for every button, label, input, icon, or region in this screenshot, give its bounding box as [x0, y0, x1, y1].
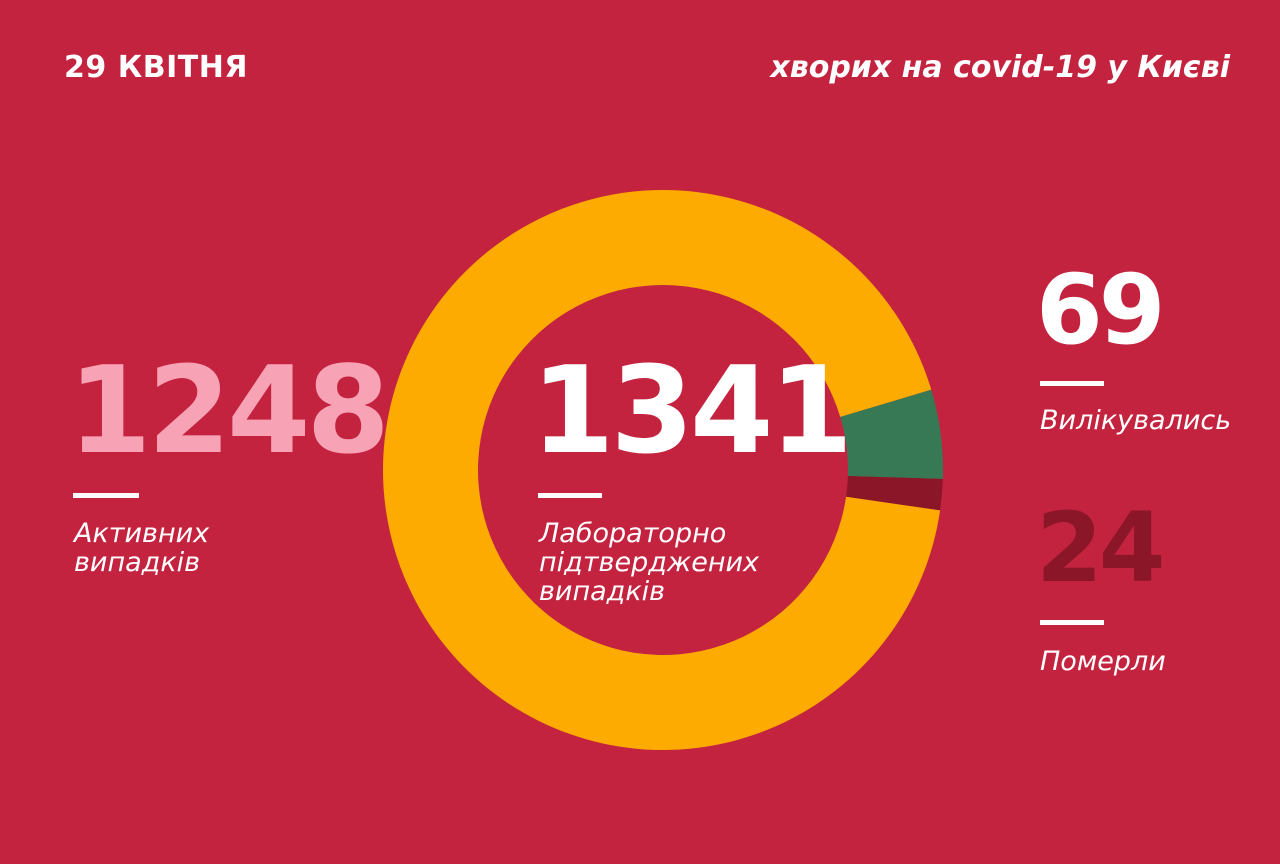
donut-slice-recovered	[840, 389, 944, 480]
confirmed-cases-label-line3: випадків	[539, 576, 666, 607]
confirmed-cases-label-line1: Лабораторно	[539, 518, 727, 549]
active-cases-number: 1248	[68, 342, 390, 481]
cases-donut-chart	[383, 190, 944, 751]
donut-slice-deaths	[846, 475, 943, 511]
active-cases-label: Активних випадків	[74, 519, 209, 577]
deaths-number: 24	[1036, 492, 1166, 604]
recovered-divider	[1040, 381, 1104, 386]
donut-slice-active	[383, 190, 941, 751]
page-title: хворих на covid-19 у Києві	[770, 50, 1230, 85]
deaths-divider	[1040, 620, 1104, 625]
active-cases-divider	[73, 493, 139, 498]
recovered-number: 69	[1036, 254, 1166, 366]
active-cases-label-line1: Активних	[74, 518, 210, 549]
recovered-label: Вилікувались	[1040, 405, 1232, 436]
confirmed-cases-divider	[538, 493, 602, 498]
confirmed-cases-number: 1341	[531, 342, 853, 481]
deaths-label: Померли	[1040, 646, 1166, 677]
confirmed-cases-label-line2: підтверджених	[539, 547, 759, 578]
confirmed-cases-label: Лабораторно підтверджених випадків	[539, 519, 759, 606]
date-label: 29 КВІТНЯ	[64, 50, 248, 85]
active-cases-label-line2: випадків	[74, 547, 201, 578]
